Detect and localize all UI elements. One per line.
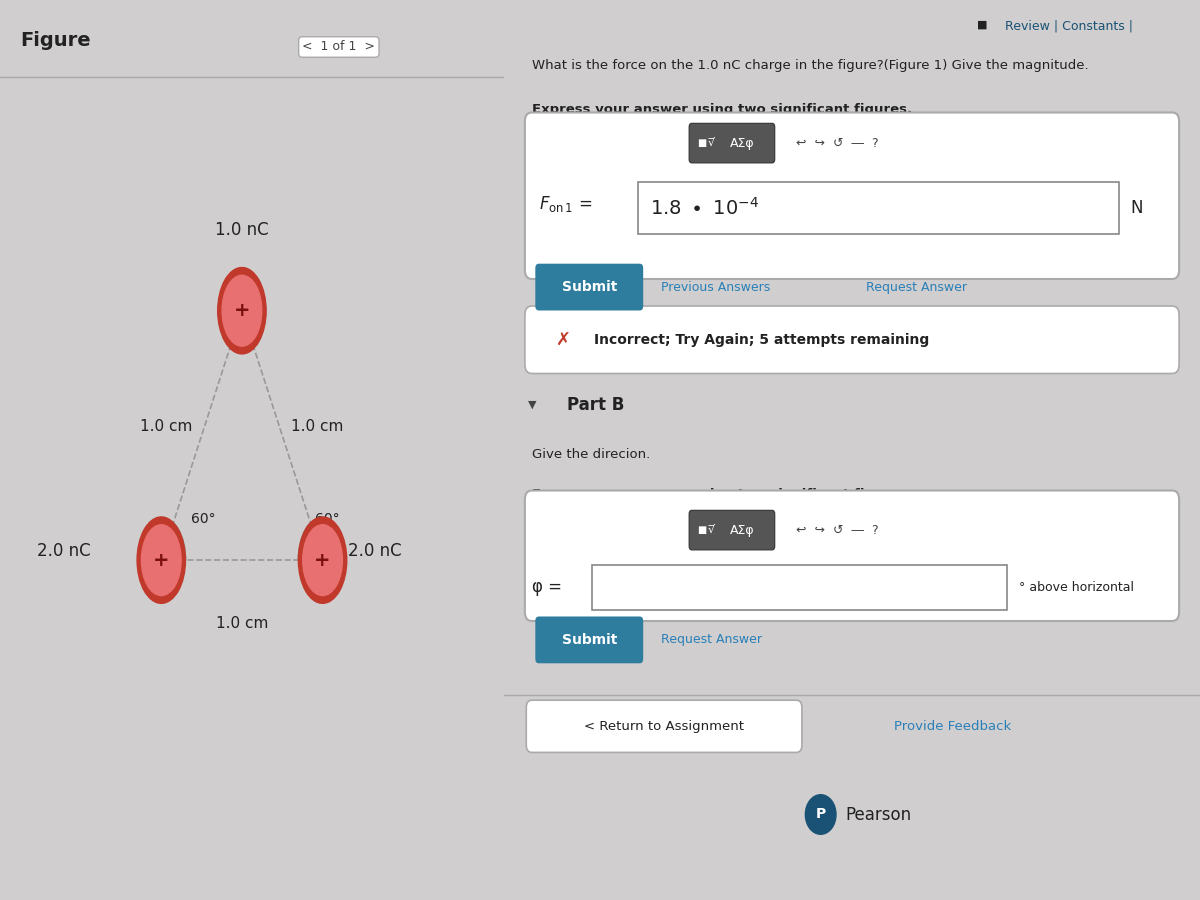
Text: Express your answer using two significant figures.: Express your answer using two significan…: [532, 488, 912, 500]
Text: N: N: [1130, 199, 1142, 217]
FancyBboxPatch shape: [524, 306, 1180, 373]
Text: Previous Answers: Previous Answers: [661, 281, 770, 293]
Text: 1.0 cm: 1.0 cm: [140, 418, 192, 434]
Text: < Return to Assignment: < Return to Assignment: [584, 720, 744, 733]
FancyBboxPatch shape: [637, 182, 1118, 234]
Text: +: +: [314, 551, 331, 570]
Text: ↩  ↪  ↺  ―  ?: ↩ ↪ ↺ ― ?: [797, 524, 878, 536]
Text: Give the direcion.: Give the direcion.: [532, 448, 650, 461]
Text: ° above horizontal: ° above horizontal: [1019, 581, 1134, 594]
Text: Request Answer: Request Answer: [661, 634, 762, 646]
Text: AΣφ: AΣφ: [730, 524, 755, 536]
Text: 2.0 nC: 2.0 nC: [348, 542, 401, 560]
Text: <  1 of 1  >: < 1 of 1 >: [302, 40, 376, 53]
Circle shape: [222, 275, 262, 346]
FancyBboxPatch shape: [535, 616, 643, 663]
Text: 1.0 cm: 1.0 cm: [292, 418, 343, 434]
FancyBboxPatch shape: [524, 112, 1180, 279]
Text: AΣφ: AΣφ: [730, 137, 755, 149]
Circle shape: [302, 525, 342, 596]
Text: $1.8\ \bullet\ 10^{-4}$: $1.8\ \bullet\ 10^{-4}$: [650, 197, 760, 219]
Text: P: P: [816, 807, 826, 822]
Text: +: +: [234, 302, 250, 320]
Text: φ =: φ =: [532, 578, 562, 596]
FancyBboxPatch shape: [527, 700, 802, 752]
Circle shape: [299, 517, 347, 603]
Text: Pearson: Pearson: [845, 806, 911, 824]
Text: 1.0 cm: 1.0 cm: [216, 616, 268, 631]
Text: What is the force on the 1.0 nC charge in the figure?(Figure 1) Give the magnitu: What is the force on the 1.0 nC charge i…: [532, 58, 1088, 71]
Text: 2.0 nC: 2.0 nC: [37, 542, 91, 560]
Text: Submit: Submit: [562, 633, 617, 647]
Text: ■: ■: [977, 20, 988, 30]
Text: Incorrect; Try Again; 5 attempts remaining: Incorrect; Try Again; 5 attempts remaini…: [594, 333, 930, 347]
Text: Figure: Figure: [20, 32, 91, 50]
FancyBboxPatch shape: [689, 123, 775, 163]
Text: √̅: √̅: [707, 525, 714, 535]
Text: ▼: ▼: [528, 400, 536, 410]
Text: 1.0 nC: 1.0 nC: [215, 220, 269, 238]
Text: Review | Constants |: Review | Constants |: [1006, 20, 1133, 32]
Text: √̅: √̅: [707, 138, 714, 148]
Text: $F_{\mathrm{on\,1}}$ =: $F_{\mathrm{on\,1}}$ =: [539, 194, 592, 214]
Text: Request Answer: Request Answer: [866, 281, 967, 293]
FancyBboxPatch shape: [524, 491, 1180, 621]
Text: ■: ■: [697, 138, 707, 148]
Circle shape: [805, 795, 836, 834]
Circle shape: [142, 525, 181, 596]
Text: Provide Feedback: Provide Feedback: [894, 720, 1012, 733]
Text: Part B: Part B: [566, 396, 624, 414]
FancyBboxPatch shape: [689, 510, 775, 550]
Text: 60°: 60°: [314, 512, 340, 526]
Text: +: +: [154, 551, 169, 570]
Text: ↩  ↪  ↺  ―  ?: ↩ ↪ ↺ ― ?: [797, 137, 878, 149]
FancyBboxPatch shape: [535, 264, 643, 310]
FancyBboxPatch shape: [593, 565, 1007, 610]
Circle shape: [137, 517, 186, 603]
Text: ✗: ✗: [557, 331, 571, 349]
Text: Submit: Submit: [562, 280, 617, 294]
Text: Express your answer using two significant figures.: Express your answer using two significan…: [532, 104, 912, 116]
Text: ■: ■: [697, 525, 707, 535]
Text: 60°: 60°: [191, 512, 215, 526]
Circle shape: [217, 267, 266, 354]
